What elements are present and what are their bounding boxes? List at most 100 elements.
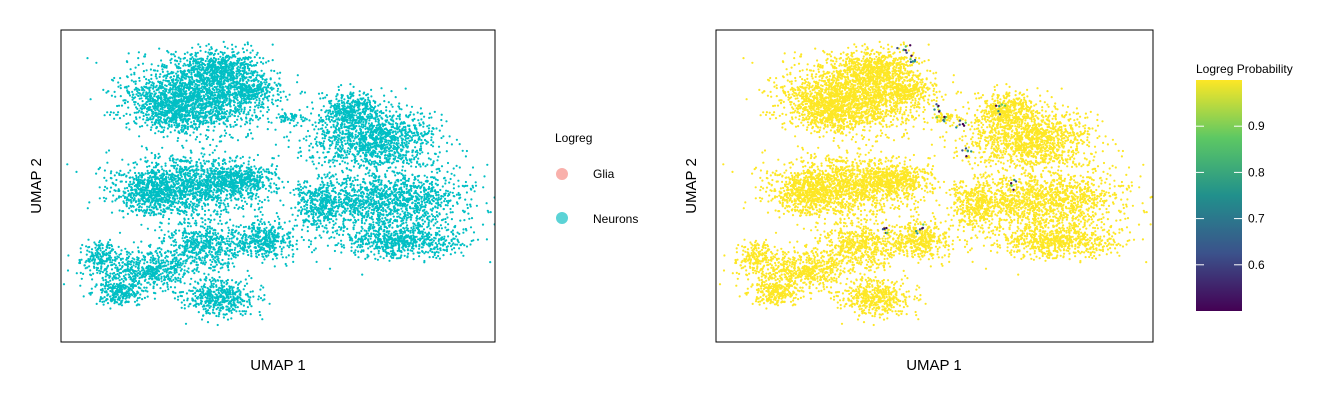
- point-neuron: [217, 117, 220, 120]
- point-neuron: [133, 166, 136, 169]
- point-neuron: [131, 98, 134, 101]
- point-neuron: [217, 189, 221, 192]
- point-neuron: [185, 95, 189, 98]
- point-neuron: [105, 91, 108, 94]
- point-neuron: [246, 67, 249, 70]
- point-neuron: [196, 181, 200, 184]
- point-neuron: [187, 167, 191, 170]
- point-neuron: [235, 198, 238, 201]
- point-neuron: [286, 98, 289, 101]
- point-neuron: [224, 55, 227, 58]
- point-neuron: [180, 84, 183, 88]
- point-neuron: [322, 151, 325, 154]
- point-neuron: [194, 126, 197, 129]
- point-neuron: [196, 190, 200, 193]
- point-neuron: [204, 122, 207, 125]
- point-neuron: [164, 162, 167, 165]
- point-neuron: [267, 60, 270, 63]
- point-neuron: [163, 209, 166, 212]
- point-neuron: [121, 210, 124, 213]
- point-neuron: [168, 196, 171, 199]
- point-neuron: [226, 47, 229, 50]
- point-neuron: [249, 176, 252, 179]
- point-neuron: [243, 63, 246, 67]
- point-neuron: [238, 108, 241, 111]
- point-neuron: [207, 121, 210, 124]
- point-neuron: [232, 181, 235, 184]
- point-neuron: [173, 112, 176, 115]
- point-neuron: [233, 104, 236, 107]
- point-neuron: [298, 108, 301, 112]
- point-neuron: [138, 135, 141, 138]
- point-neuron: [132, 181, 135, 184]
- point-neuron: [235, 123, 238, 126]
- point-neuron: [167, 206, 171, 209]
- point-neuron: [273, 81, 276, 84]
- point-neuron: [144, 209, 147, 212]
- point-neuron: [224, 150, 227, 153]
- point-neuron: [183, 82, 187, 85]
- point-neuron: [268, 91, 271, 94]
- point-neuron: [186, 51, 189, 54]
- point-neuron: [196, 75, 199, 78]
- point-neuron: [141, 100, 144, 103]
- point-neuron: [188, 207, 191, 210]
- point-neuron: [213, 91, 216, 94]
- point-neuron: [207, 51, 210, 54]
- point-neuron: [245, 176, 248, 179]
- point-neuron: [138, 88, 141, 92]
- point-neuron: [208, 48, 211, 51]
- point-neuron: [208, 153, 211, 156]
- point-neuron: [234, 190, 237, 193]
- point-neuron: [193, 66, 196, 69]
- point-neuron: [220, 107, 223, 111]
- point-neuron: [130, 79, 133, 82]
- point-neuron: [296, 74, 299, 77]
- point-neuron: [223, 45, 227, 49]
- point-neuron: [202, 106, 205, 109]
- point-neuron: [219, 202, 222, 205]
- point-neuron: [320, 145, 323, 148]
- point-neuron: [136, 90, 139, 93]
- point-neuron: [225, 125, 228, 128]
- point-neuron: [140, 111, 143, 114]
- point-neuron: [123, 195, 127, 199]
- point-neuron: [142, 114, 145, 118]
- point-neuron: [217, 105, 220, 108]
- point-neuron: [208, 71, 211, 74]
- point-neuron: [259, 110, 262, 113]
- point-neuron: [231, 113, 234, 116]
- point-neuron: [140, 86, 143, 89]
- point-neuron: [223, 170, 226, 173]
- point-neuron: [160, 125, 163, 128]
- point-neuron: [198, 91, 201, 94]
- point-neuron: [189, 181, 192, 184]
- point-neuron: [139, 158, 142, 161]
- point-neuron: [191, 205, 194, 208]
- point-neuron: [217, 58, 220, 61]
- point-neuron: [204, 112, 207, 115]
- point-neuron: [172, 181, 175, 184]
- point-neuron: [163, 126, 166, 129]
- point-neuron: [163, 192, 166, 195]
- point-neuron: [238, 57, 242, 60]
- point-neuron: [216, 95, 219, 98]
- point-neuron: [187, 68, 190, 72]
- point-neuron: [112, 194, 115, 197]
- point-neuron: [165, 65, 168, 68]
- point-neuron: [193, 79, 196, 83]
- point-neuron: [160, 189, 163, 192]
- point-neuron: [169, 159, 172, 162]
- point-neuron: [210, 46, 213, 49]
- point-neuron: [221, 95, 224, 98]
- point-neuron: [106, 111, 109, 114]
- point-neuron: [187, 88, 191, 91]
- point-neuron: [274, 174, 277, 177]
- point-neuron: [417, 119, 420, 122]
- point-neuron: [227, 211, 230, 214]
- point-neuron: [154, 205, 157, 209]
- point-neuron: [154, 199, 157, 202]
- point-neuron: [135, 214, 139, 217]
- point-neuron: [181, 26, 183, 28]
- point-neuron: [204, 93, 207, 96]
